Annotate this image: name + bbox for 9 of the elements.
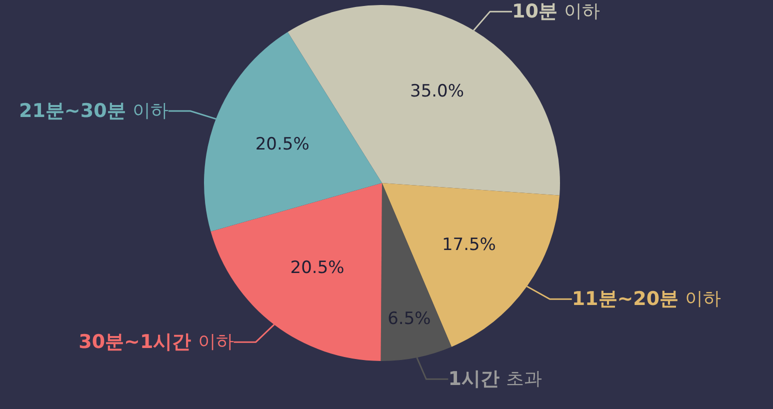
slice-label: 11분~20분 이하 [572, 288, 722, 310]
data-label: 17.5% [442, 235, 496, 256]
data-label: 35.0% [410, 81, 464, 102]
data-label: 20.5% [290, 258, 344, 278]
slice-label: 21분~30분 이하 [18, 100, 168, 122]
slice-label: 1시간 초과 [448, 368, 542, 390]
slice-label: 10분 이하 [512, 0, 600, 23]
slice-label: 30분~1시간 이하 [78, 331, 234, 354]
data-label: 20.5% [255, 134, 310, 155]
